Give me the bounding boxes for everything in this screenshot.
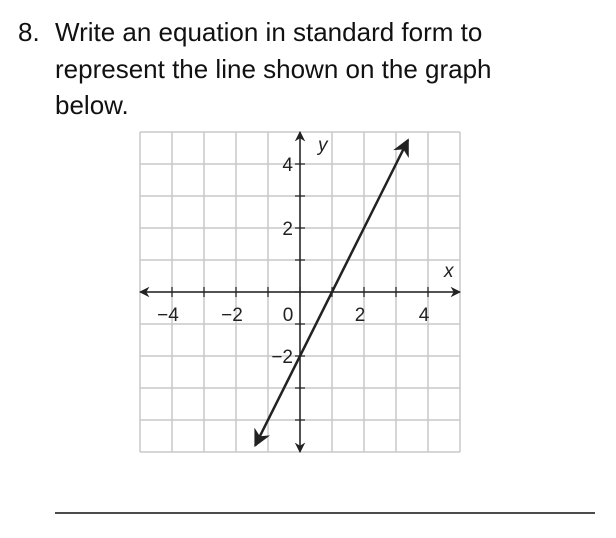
x-axis-label: x (443, 261, 455, 282)
x-tick-label: 0 (283, 305, 294, 326)
x-tick-label: 4 (419, 305, 430, 326)
y-axis-label: y (316, 135, 329, 156)
y-tick-label: 4 (282, 155, 293, 176)
y-tick-label: −2 (271, 347, 293, 368)
x-tick-label: −2 (221, 305, 243, 326)
question-text: represent the line shown on the graph (55, 54, 492, 84)
graph-line (254, 138, 410, 448)
x-tick-label: 2 (355, 305, 366, 326)
y-tick-label: 2 (282, 219, 293, 240)
question-text: Write an equation in standard form to (55, 17, 483, 47)
x-tick-label: −4 (157, 305, 179, 326)
question-number: 8. (18, 17, 40, 47)
question-text: below. (55, 90, 129, 120)
